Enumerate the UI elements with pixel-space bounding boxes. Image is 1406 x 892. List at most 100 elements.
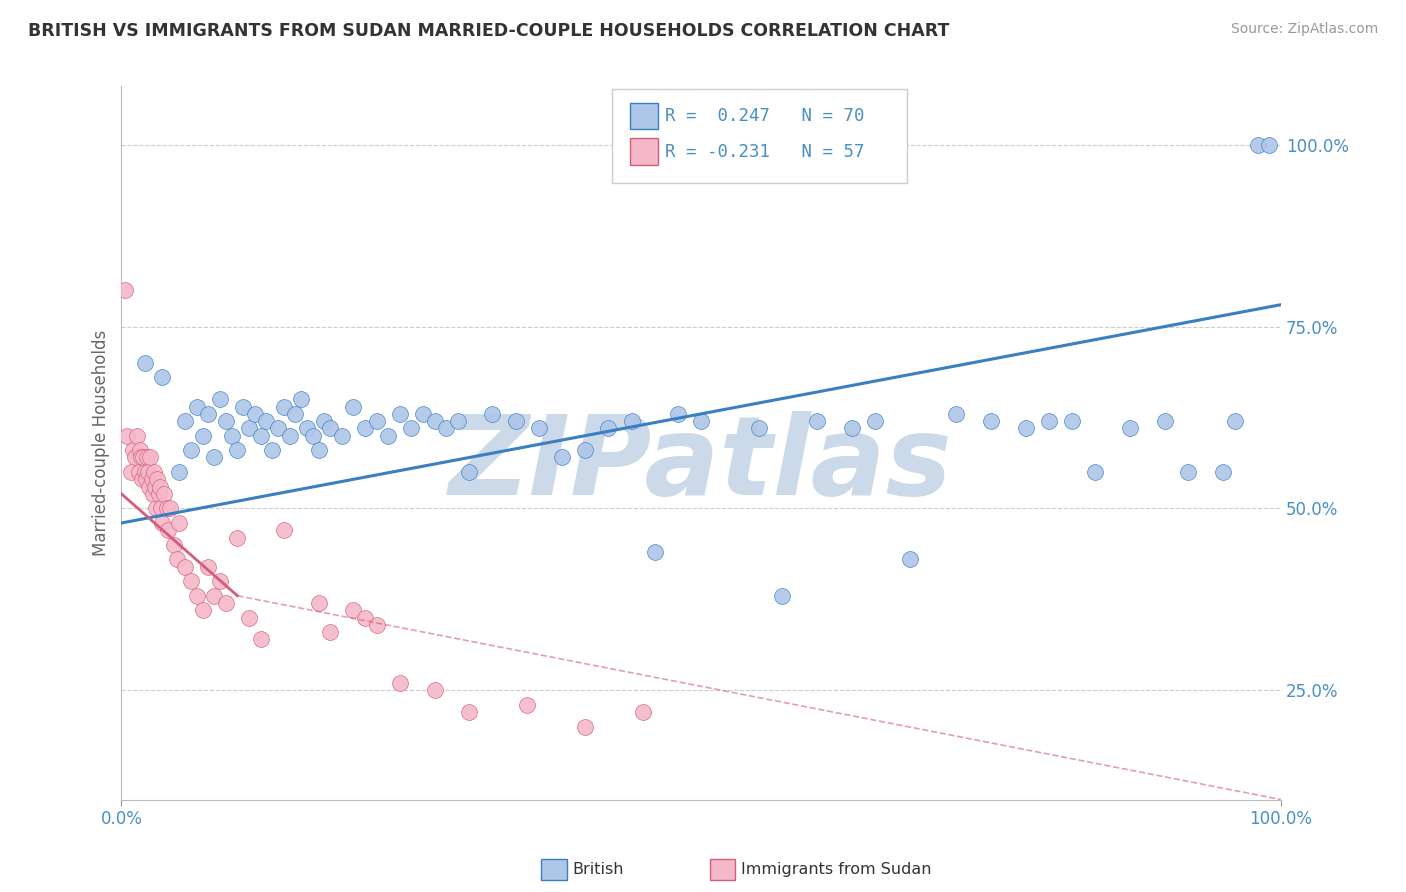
Point	[146, 472, 169, 486]
Point	[863, 414, 886, 428]
Point	[267, 421, 290, 435]
Point	[162, 538, 184, 552]
Point	[238, 421, 260, 435]
Point	[208, 574, 231, 589]
Point	[174, 414, 197, 428]
Point	[330, 428, 353, 442]
Point	[136, 450, 159, 465]
Point	[284, 407, 307, 421]
Text: R =  0.247   N = 70: R = 0.247 N = 70	[665, 107, 865, 125]
Point	[180, 574, 202, 589]
Point	[131, 472, 153, 486]
Point	[132, 450, 155, 465]
Point	[142, 487, 165, 501]
Point	[354, 610, 377, 624]
Point	[342, 603, 364, 617]
Point	[148, 487, 170, 501]
Point	[980, 414, 1002, 428]
Point	[136, 465, 159, 479]
Point	[124, 450, 146, 465]
Point	[945, 407, 967, 421]
Point	[191, 603, 214, 617]
Point	[197, 407, 219, 421]
Point	[423, 683, 446, 698]
Point	[631, 705, 654, 719]
Point	[1223, 414, 1246, 428]
Point	[319, 421, 342, 435]
Point	[125, 428, 148, 442]
Point	[1258, 137, 1281, 152]
Point	[149, 501, 172, 516]
Point	[243, 407, 266, 421]
Point	[314, 414, 336, 428]
Point	[412, 407, 434, 421]
Point	[153, 487, 176, 501]
Point	[169, 516, 191, 530]
Point	[202, 450, 225, 465]
Point	[388, 676, 411, 690]
Point	[516, 698, 538, 712]
Point	[690, 414, 713, 428]
Point	[150, 370, 173, 384]
Point	[770, 589, 793, 603]
Text: BRITISH VS IMMIGRANTS FROM SUDAN MARRIED-COUPLE HOUSEHOLDS CORRELATION CHART: BRITISH VS IMMIGRANTS FROM SUDAN MARRIED…	[28, 22, 949, 40]
Text: Source: ZipAtlas.com: Source: ZipAtlas.com	[1230, 22, 1378, 37]
Point	[1177, 465, 1199, 479]
Point	[354, 421, 377, 435]
Point	[366, 414, 388, 428]
Point	[666, 407, 689, 421]
Point	[232, 400, 254, 414]
Text: R = -0.231   N = 57: R = -0.231 N = 57	[665, 143, 865, 161]
Point	[342, 400, 364, 414]
Point	[748, 421, 770, 435]
Point	[120, 465, 142, 479]
Point	[159, 501, 181, 516]
Point	[156, 523, 179, 537]
Point	[226, 531, 249, 545]
Point	[1062, 414, 1084, 428]
Point	[319, 625, 342, 640]
Point	[278, 428, 301, 442]
Point	[447, 414, 470, 428]
Point	[115, 428, 138, 442]
Point	[128, 465, 150, 479]
Point	[215, 596, 238, 610]
Point	[1119, 421, 1142, 435]
Point	[141, 472, 163, 486]
Point	[156, 501, 179, 516]
Point	[620, 414, 643, 428]
Point	[180, 443, 202, 458]
Point	[574, 720, 596, 734]
Point	[1015, 421, 1038, 435]
Point	[481, 407, 503, 421]
Point	[135, 472, 157, 486]
Point	[202, 589, 225, 603]
Point	[574, 443, 596, 458]
Point	[898, 552, 921, 566]
Point	[806, 414, 828, 428]
Point	[505, 414, 527, 428]
Point	[841, 421, 863, 435]
Point	[186, 400, 208, 414]
Point	[1038, 414, 1060, 428]
Point	[308, 596, 330, 610]
Point	[169, 465, 191, 479]
Point	[197, 559, 219, 574]
Point	[249, 632, 271, 647]
Point	[377, 428, 399, 442]
Point	[290, 392, 312, 407]
Point	[458, 705, 481, 719]
Text: ZIPatlas: ZIPatlas	[450, 411, 953, 518]
Point	[262, 443, 284, 458]
Point	[191, 428, 214, 442]
Point	[215, 414, 238, 428]
Point	[401, 421, 423, 435]
Point	[149, 480, 172, 494]
Point	[145, 501, 167, 516]
Point	[143, 480, 166, 494]
Point	[226, 443, 249, 458]
Point	[174, 559, 197, 574]
Point	[388, 407, 411, 421]
Point	[139, 450, 162, 465]
Point	[249, 428, 271, 442]
